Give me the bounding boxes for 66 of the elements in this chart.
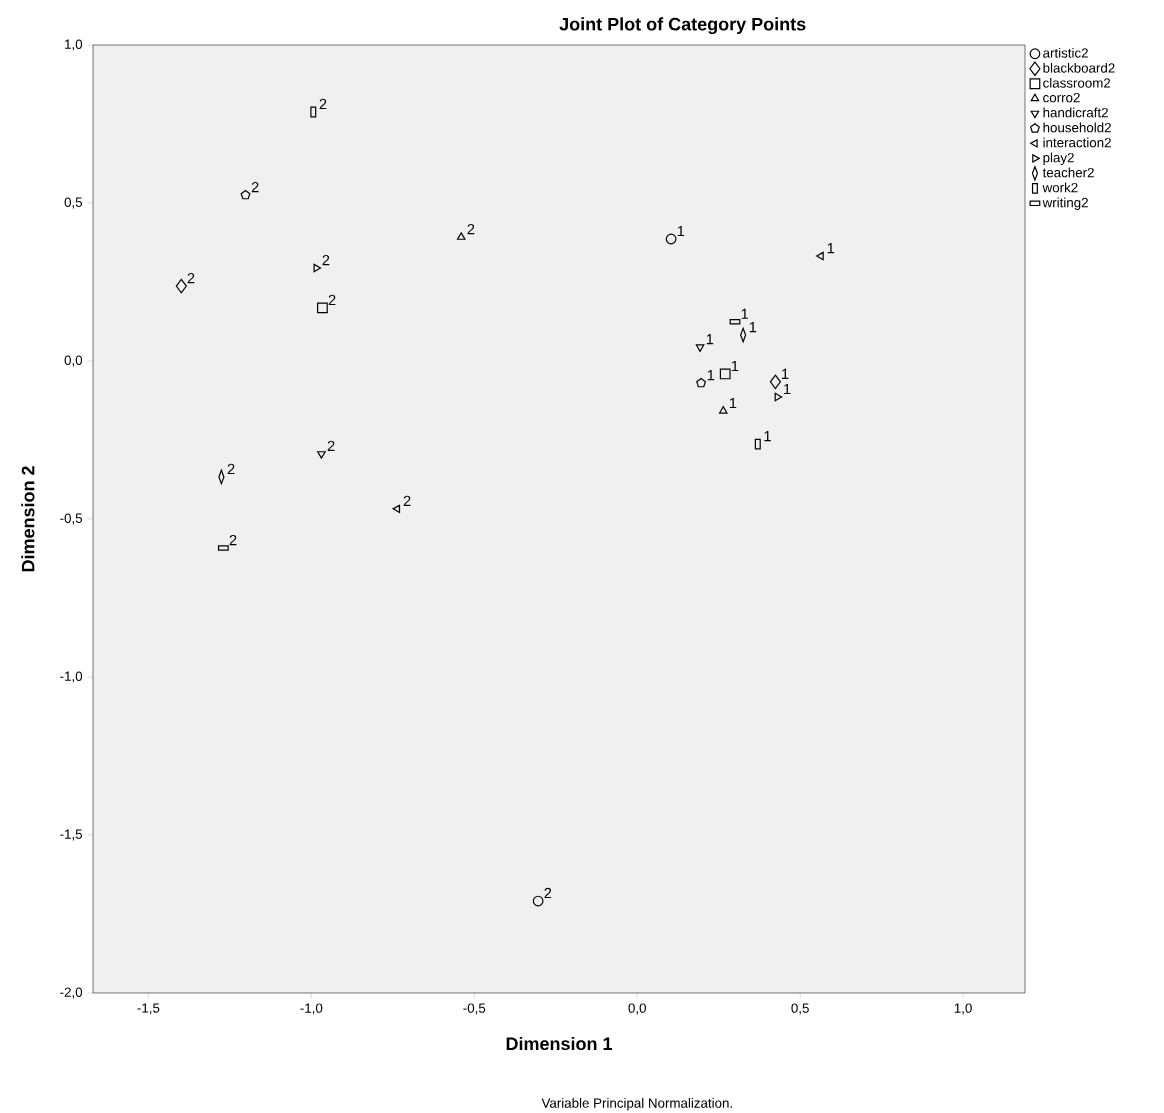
y-tick-label: -2,0	[60, 987, 83, 999]
annotation: 1	[782, 368, 789, 379]
x-tick-label: 0,5	[791, 1003, 809, 1015]
legend-label: artistic2	[1043, 47, 1088, 58]
x-axis-title: Dimension 1	[506, 1036, 613, 1051]
legend-label: corro2	[1043, 92, 1080, 103]
legend-label: household2	[1043, 122, 1111, 133]
legend-label: writing2	[1042, 197, 1088, 210]
y-tick-label: 0,5	[64, 197, 83, 209]
annotation: 2	[467, 223, 475, 235]
point	[718, 406, 728, 414]
point	[313, 263, 322, 273]
legend-label: play2	[1043, 152, 1074, 165]
x-tick-label: -1,5	[137, 1003, 160, 1015]
annotation: 2	[319, 98, 327, 110]
point	[665, 233, 677, 245]
point	[175, 278, 187, 294]
point	[719, 368, 731, 380]
annotation: 1	[731, 360, 739, 372]
annotation: 2	[227, 463, 235, 475]
point	[456, 232, 466, 240]
point	[696, 377, 706, 388]
annotation: 2	[328, 294, 336, 305]
point	[816, 251, 824, 261]
chart-title: Joint Plot of Category Points	[559, 17, 806, 35]
legend-label: interaction2	[1043, 137, 1111, 148]
x-tick-label: -1,0	[300, 1003, 323, 1015]
annotation: 1	[784, 384, 791, 395]
legend-label: handicraft2	[1043, 107, 1108, 118]
y-tick-label: -1,5	[60, 829, 83, 841]
point	[695, 344, 705, 352]
annotation: 1	[741, 308, 749, 319]
annotation: 1	[764, 431, 771, 442]
annotation: 1	[706, 334, 714, 345]
annotation: 2	[403, 495, 411, 506]
legend-label: work2	[1042, 182, 1078, 193]
annotation: 2	[544, 887, 552, 899]
y-axis-title: Dimension 2	[21, 466, 35, 572]
x-tick-label: 0,0	[628, 1003, 646, 1015]
annotation: 1	[707, 370, 715, 381]
annotation: 1	[729, 397, 737, 408]
y-tick-label: -0,5	[60, 513, 83, 525]
text: Variable Principal Normalization.	[541, 1097, 732, 1111]
x-tick-label: -0,5	[463, 1003, 486, 1015]
annotation: 1	[677, 226, 685, 237]
point	[532, 895, 544, 907]
annotation: 1	[749, 322, 757, 333]
annotation: 2	[322, 254, 330, 266]
y-tick-label: 1,0	[65, 39, 83, 51]
y-tick-label: -1,0	[60, 671, 83, 683]
point	[317, 302, 328, 314]
point	[392, 504, 401, 514]
annotation: 2	[187, 272, 195, 284]
point	[240, 189, 251, 200]
annotation: 2	[327, 440, 335, 451]
annotation: 2	[229, 534, 237, 546]
point	[769, 374, 781, 390]
annotation: 1	[827, 243, 835, 254]
x-tick-label: 1,0	[954, 1003, 972, 1015]
y-tick-label: 0,0	[64, 355, 83, 367]
legend-label: classroom2	[1043, 77, 1111, 88]
legend-label: teacher2	[1042, 167, 1094, 178]
point	[774, 392, 783, 402]
point	[317, 451, 326, 459]
annotation: 2	[251, 181, 259, 193]
legend-label: blackboard2	[1043, 62, 1115, 73]
